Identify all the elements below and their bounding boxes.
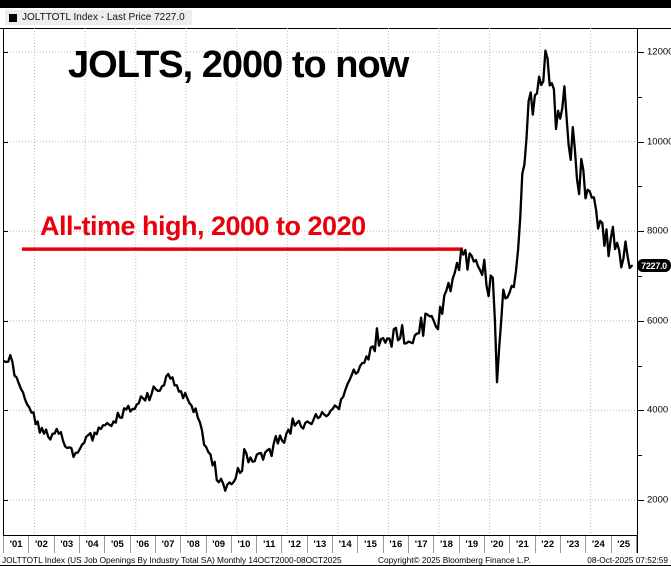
x-year-label: '02 [29,536,55,553]
x-year-label: '16 [384,536,409,553]
x-year-label: '18 [434,536,460,553]
x-axis-line [3,535,637,536]
x-year-label: '13 [308,536,334,553]
y-tick-major [638,500,644,501]
x-year-label: '03 [55,536,80,553]
footer-timestamp: 08-Oct-2025 07:52:59 [587,555,668,565]
x-year-label: '06 [131,536,156,553]
x-year-label: '14 [333,536,359,553]
legend-label: JOLTTOTL Index - Last Price 7227.0 [22,12,185,23]
y-tick-label: 4000 [647,404,669,416]
y-axis-left-line [3,28,4,535]
plot-area[interactable] [4,28,637,534]
x-year-label: '25 [612,536,637,553]
x-axis: '01'02'03'04'05'06'07'08'09'10'11'12'13 '… [3,536,637,553]
price-line-chart [4,28,637,534]
x-year-label: '05 [105,536,131,553]
x-year-label: '11 [257,536,283,553]
x-year-label: '01 [3,536,30,553]
y-tick-major [638,321,644,322]
jolts-price-line [4,49,633,492]
x-year-label: '09 [207,536,232,553]
x-year-label: '08 [181,536,207,553]
x-year-label: '21 [510,536,536,553]
y-tick-label: 8000 [647,225,669,237]
y-tick-label: 6000 [647,315,669,327]
y-tick-label: 12000 [647,46,671,58]
footer-copyright: Copyright© 2025 Bloomberg Finance L.P. [378,555,531,565]
y-tick-minor [638,455,642,456]
x-year-label: '22 [536,536,561,553]
plot-top-border [0,28,671,29]
last-price-badge: 7227.0 [637,259,671,272]
all-time-high-annotation: All-time high, 2000 to 2020 [40,211,366,241]
y-tick-label: 2000 [647,494,669,506]
status-bar: JOLTTOTL Index (US Job Openings By Indus… [0,555,671,566]
x-year-label: '07 [156,536,182,553]
y-tick-minor [638,97,642,98]
x-year-label: '17 [409,536,435,553]
x-year-label: '19 [460,536,485,553]
x-year-label: '20 [485,536,511,553]
x-year-label: '04 [80,536,106,553]
window-top-bar [0,0,671,8]
y-tick-major [638,231,644,232]
chart-title: JOLTS, 2000 to now [68,44,409,86]
y-tick-major [638,52,644,53]
y-tick-major [638,142,644,143]
x-year-label: '15 [358,536,384,553]
y-tick-major [638,410,644,411]
legend-item[interactable]: JOLTTOTL Index - Last Price 7227.0 [5,10,192,25]
y-tick-minor [638,366,642,367]
y-tick-minor [638,276,642,277]
x-year-label: '24 [586,536,612,553]
y-tick-minor [638,186,642,187]
footer-series-description: JOLTTOTL Index (US Job Openings By Indus… [2,555,342,565]
y-tick-label: 10000 [647,136,671,148]
y-axis-right-line [637,28,638,553]
x-year-label: '10 [232,536,258,553]
x-year-label: '12 [282,536,308,553]
series-swatch-icon [9,13,17,22]
x-year-label: '23 [561,536,587,553]
